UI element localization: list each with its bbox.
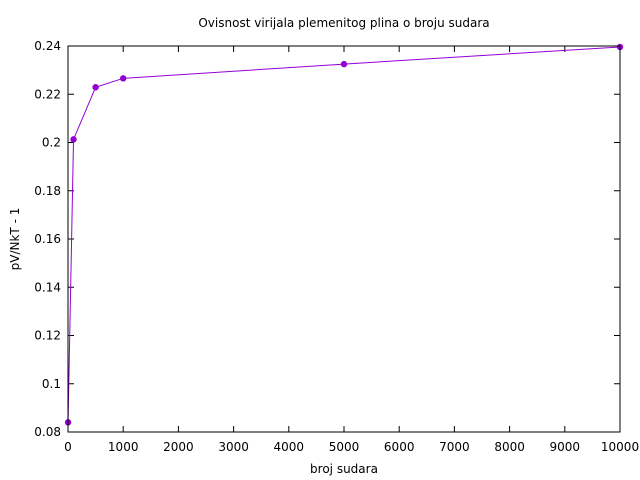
y-tick-label: 0.08 bbox=[34, 425, 61, 439]
x-tick-label: 8000 bbox=[494, 440, 525, 454]
x-tick-label: 4000 bbox=[274, 440, 305, 454]
y-tick-label: 0.22 bbox=[34, 87, 61, 101]
y-tick-label: 0.16 bbox=[34, 232, 61, 246]
y-axis-ticks: 0.08 0.1 0.12 0.14 0.16 0.18 0.2 0.22 0.24 bbox=[34, 39, 620, 439]
x-tick-label: 6000 bbox=[384, 440, 415, 454]
x-tick-label: 0 bbox=[64, 440, 72, 454]
data-point bbox=[92, 84, 99, 91]
x-tick-label: 3000 bbox=[218, 440, 249, 454]
data-point bbox=[70, 136, 77, 143]
series-layer bbox=[64, 43, 624, 426]
y-axis-label: pV/NkT - 1 bbox=[8, 208, 22, 271]
x-tick-label: 1000 bbox=[108, 440, 139, 454]
x-tick-label: 2000 bbox=[163, 440, 194, 454]
y-tick-label: 0.24 bbox=[34, 39, 61, 53]
y-tick-label: 0.14 bbox=[34, 280, 61, 294]
x-axis-label: broj sudara bbox=[310, 462, 378, 476]
y-tick-label: 0.18 bbox=[34, 184, 61, 198]
x-tick-label: 10000 bbox=[601, 440, 639, 454]
y-tick-label: 0.1 bbox=[42, 377, 61, 391]
x-tick-label: 7000 bbox=[439, 440, 470, 454]
y-tick-label: 0.12 bbox=[34, 329, 61, 343]
series-line bbox=[67, 46, 621, 423]
data-point bbox=[340, 60, 348, 68]
data-point bbox=[120, 75, 127, 82]
chart-title: Ovisnost virijala plemenitog plina o bro… bbox=[198, 16, 489, 30]
y-tick-label: 0.2 bbox=[42, 136, 61, 150]
x-tick-label: 9000 bbox=[550, 440, 581, 454]
plot-frame bbox=[67, 45, 621, 433]
x-axis-ticks: 0 1000 2000 3000 4000 5000 6000 7000 8000 9000 100… bbox=[64, 46, 639, 454]
x-tick-label: 5000 bbox=[329, 440, 360, 454]
